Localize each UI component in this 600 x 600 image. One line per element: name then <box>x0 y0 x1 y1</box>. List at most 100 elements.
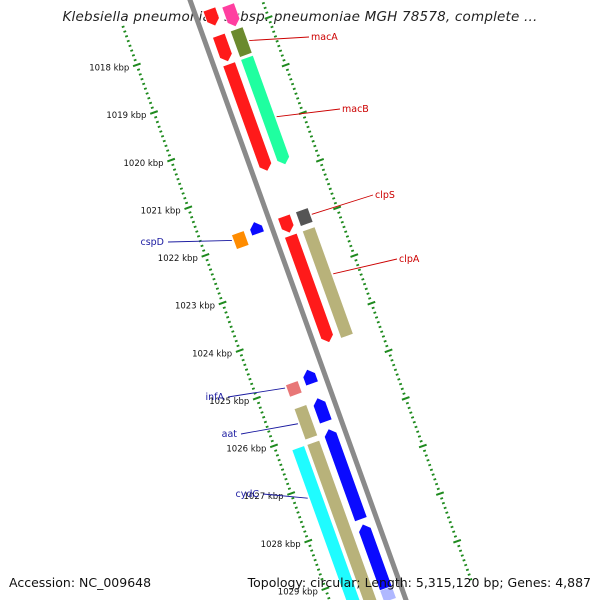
ruler-tick <box>299 106 303 110</box>
ruler-tick <box>277 44 281 48</box>
gene-label-infA[interactable]: infA <box>205 392 224 403</box>
ruler-tick <box>338 216 343 219</box>
ruler-tick <box>260 411 264 414</box>
ruler-tick <box>268 20 272 24</box>
ruler-tick <box>154 115 158 119</box>
ruler-tick <box>268 434 273 438</box>
ruler-tick <box>373 311 377 315</box>
ruler-tick <box>385 344 389 348</box>
gene-feature[interactable] <box>240 54 290 166</box>
ruler-tick <box>282 473 286 476</box>
tick-label: 1028 kbp <box>261 540 301 550</box>
tick-label: 1024 kbp <box>192 349 232 359</box>
gene-label-cspD[interactable]: cspD <box>140 237 164 248</box>
ruler-tick <box>291 496 295 500</box>
gene-label-clpA[interactable]: clpA <box>399 254 420 265</box>
gene-feature[interactable] <box>285 380 303 398</box>
gene-feature[interactable] <box>249 221 265 237</box>
ruler-tick <box>162 139 166 143</box>
gene-feature[interactable] <box>293 404 318 441</box>
gene-feature[interactable] <box>277 213 295 234</box>
ruler-tick <box>316 154 320 157</box>
ruler-tick <box>359 273 363 276</box>
ruler-tick <box>207 263 211 267</box>
gene-feature[interactable] <box>202 6 220 27</box>
ruler-tick <box>171 163 175 167</box>
ruler-tick <box>397 378 401 381</box>
ruler-tick <box>244 368 249 371</box>
gene-label-macA[interactable]: macA <box>311 32 338 43</box>
gene-feature[interactable] <box>302 226 354 339</box>
ruler-tick <box>400 387 404 391</box>
ruler-tick <box>160 134 165 138</box>
gene-feature[interactable] <box>230 26 253 58</box>
ruler-tick <box>321 586 330 591</box>
ruler-tick <box>270 25 274 29</box>
ruler-tick <box>376 320 380 324</box>
ruler-tick <box>258 406 262 410</box>
ruler-tick <box>269 443 279 449</box>
ruler-tick <box>210 273 214 276</box>
gene-feature[interactable] <box>302 369 319 387</box>
ruler-tick <box>121 25 125 29</box>
ruler-tick <box>246 373 250 376</box>
ruler-tick <box>314 149 319 153</box>
ruler-tick <box>280 468 285 471</box>
ruler-tick <box>287 491 296 496</box>
gene-feature[interactable] <box>379 585 397 600</box>
ruler-tick <box>200 244 204 248</box>
ruler-tick <box>433 478 437 481</box>
gene-label-macB[interactable]: macB <box>342 104 369 115</box>
ruler-tick <box>279 463 283 467</box>
ruler-tick <box>292 87 296 91</box>
ruler-tick <box>308 544 312 548</box>
ruler-tick <box>354 258 358 262</box>
gene-feature[interactable] <box>284 232 334 343</box>
ruler-tick <box>294 92 298 95</box>
gene-feature[interactable] <box>291 445 363 600</box>
ruler-tick <box>286 482 290 486</box>
tick-label: 1019 kbp <box>106 111 146 121</box>
ruler-tick <box>174 173 178 176</box>
gene-feature[interactable] <box>312 397 333 425</box>
gene-feature[interactable] <box>324 428 368 522</box>
gene-label-cydC[interactable]: cydC <box>235 489 259 500</box>
ruler-tick <box>409 411 413 415</box>
ruler-tick <box>224 311 228 314</box>
ruler-tick <box>322 582 326 586</box>
ruler-tick <box>321 168 326 172</box>
ruler-tick <box>383 339 387 343</box>
ruler-tick <box>364 287 368 291</box>
ruler-tick <box>424 454 428 457</box>
gene-feature[interactable] <box>222 61 272 172</box>
ruler-tick <box>294 506 298 510</box>
ruler-tick <box>287 487 292 490</box>
ruler-tick <box>267 430 271 433</box>
ruler-tick <box>301 525 305 529</box>
tick-label: 1029 kbp <box>278 587 318 597</box>
ruler-tick <box>422 449 427 453</box>
ruler-tick <box>398 382 403 386</box>
ruler-tick <box>464 563 468 567</box>
gene-label-aat[interactable]: aat <box>222 429 238 440</box>
gene-feature[interactable] <box>221 2 241 27</box>
ruler-tick <box>264 15 273 20</box>
gene-feature[interactable] <box>295 207 314 227</box>
ruler-tick <box>347 239 351 243</box>
ruler-tick <box>325 592 329 595</box>
ruler-tick <box>226 315 230 319</box>
gene-feature[interactable] <box>231 230 250 250</box>
ruler-tick <box>202 249 206 252</box>
ruler-tick <box>296 97 300 100</box>
label-leader <box>240 423 298 435</box>
gene-feature[interactable] <box>306 439 378 600</box>
gene-feature[interactable] <box>212 32 233 62</box>
gene-label-clpS[interactable]: clpS <box>375 190 395 201</box>
accession-text: Accession: NC_009648 <box>9 575 152 590</box>
label-leader <box>262 493 308 499</box>
label-leader <box>227 387 286 398</box>
ruler-tick <box>380 330 384 334</box>
ruler-tick <box>133 58 137 62</box>
ruler-tick <box>284 477 288 481</box>
